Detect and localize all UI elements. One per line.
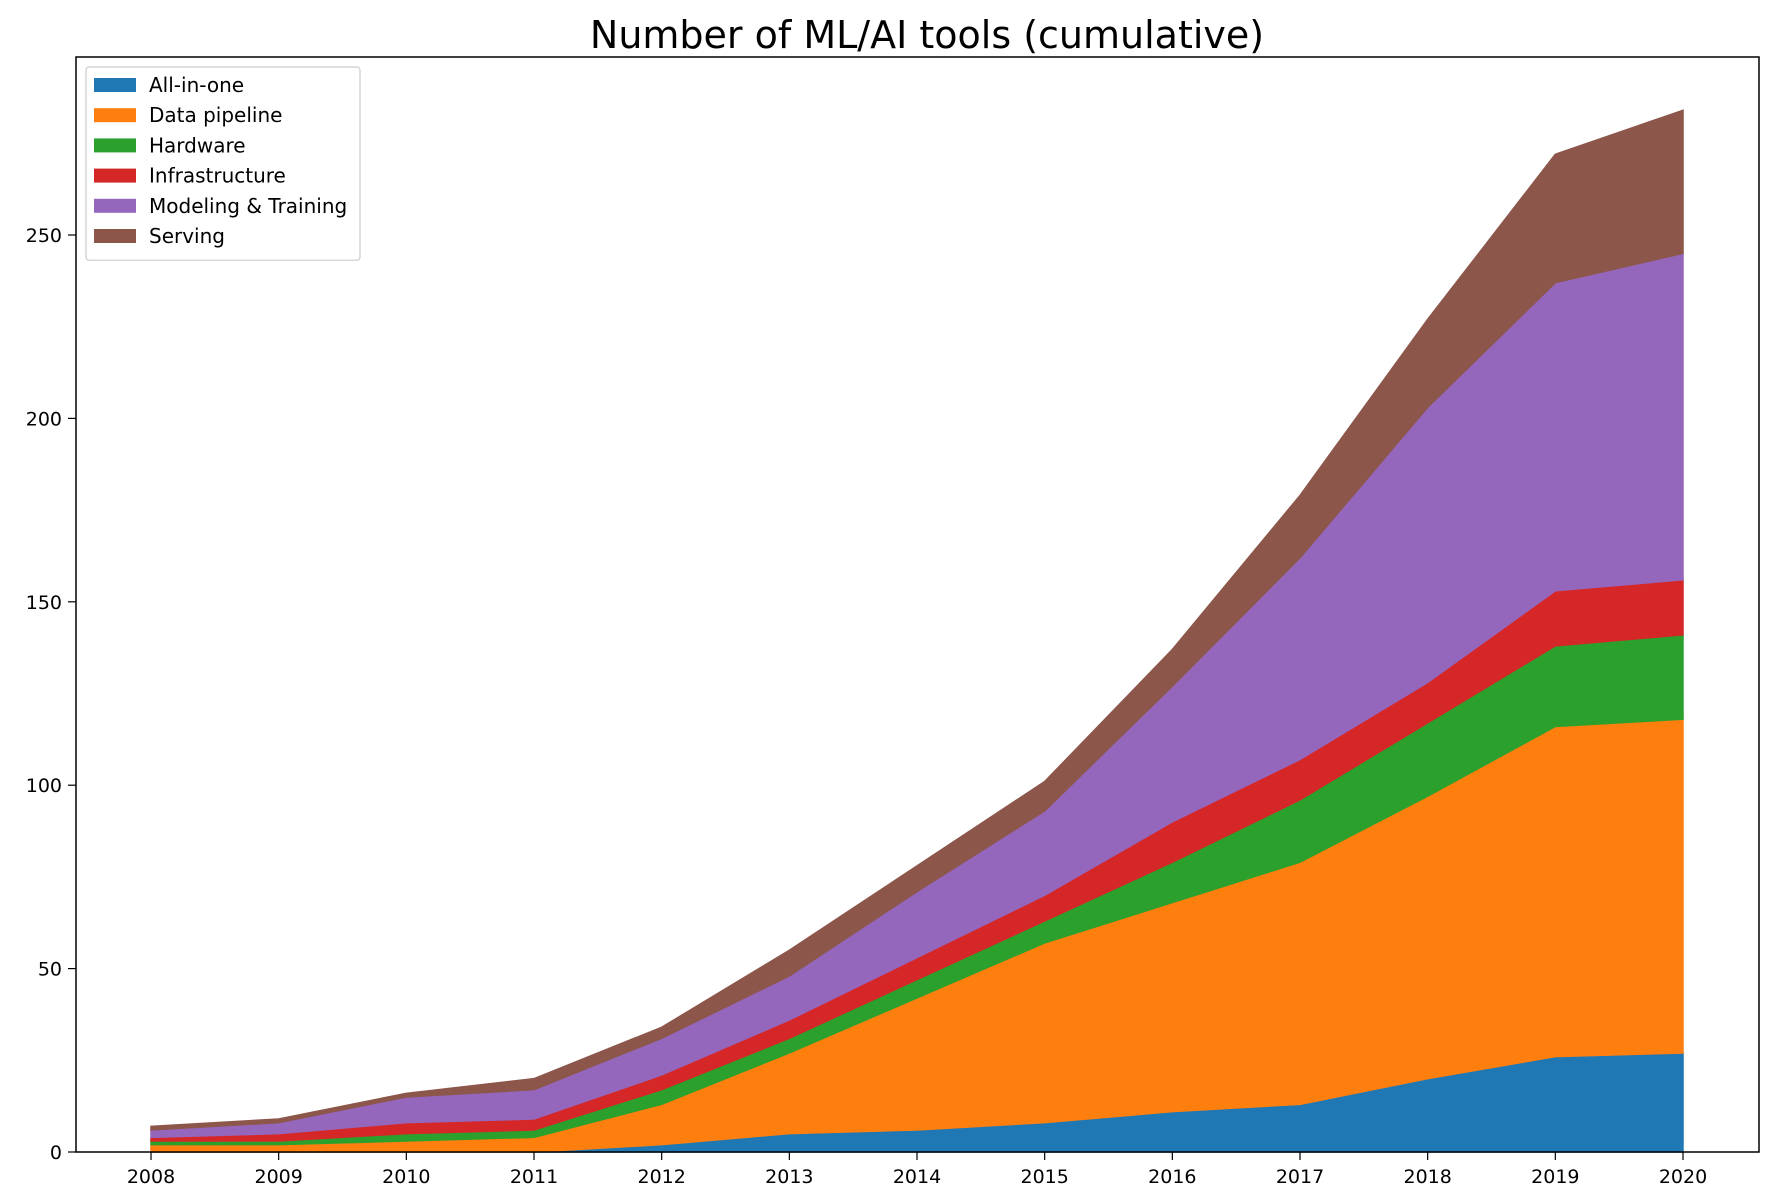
legend-swatch-hardware	[94, 138, 136, 153]
x-tick-label: 2019	[1531, 1166, 1579, 1188]
x-tick-label: 2017	[1276, 1166, 1324, 1188]
x-tick-label: 2014	[893, 1166, 941, 1188]
area-series-group	[150, 109, 1684, 1153]
legend-swatch-serving	[94, 229, 136, 243]
legend-label-modeling-and-training: Modeling & Training	[149, 194, 347, 218]
x-tick-label: 2010	[382, 1166, 430, 1188]
y-tick-label: 250	[26, 225, 62, 247]
legend-label-hardware: Hardware	[149, 133, 246, 157]
chart-title: Number of ML/AI tools (cumulative)	[590, 13, 1264, 57]
legend-label-data-pipeline: Data pipeline	[149, 103, 282, 127]
y-tick-label: 50	[38, 959, 62, 981]
x-tick-label: 2013	[765, 1166, 813, 1188]
x-tick-label: 2008	[127, 1166, 175, 1188]
area-series-serving	[150, 109, 1684, 1131]
x-tick-label: 2011	[510, 1166, 558, 1188]
legend-label-all-in-one: All-in-one	[149, 73, 244, 97]
y-tick-label: 0	[50, 1142, 62, 1164]
legend-swatch-all-in-one	[94, 78, 136, 92]
x-tick-label: 2009	[254, 1166, 302, 1188]
x-tick-label: 2018	[1403, 1166, 1451, 1188]
legend-swatch-infrastructure	[94, 168, 136, 183]
y-tick-label: 100	[26, 775, 62, 797]
legend-label-serving: Serving	[149, 224, 225, 248]
x-tick-label: 2016	[1148, 1166, 1196, 1188]
legend: All-in-one Data pipeline Hardware Infrastru…	[85, 66, 361, 261]
legend-swatch-modeling-and-training	[94, 198, 136, 213]
legend-swatch-data-pipeline	[94, 108, 136, 123]
y-tick-label: 200	[26, 408, 62, 430]
y-axis: 0 50 100 150 200 250	[26, 225, 76, 1164]
legend-frame	[85, 66, 361, 261]
y-tick-label: 150	[26, 592, 62, 614]
x-tick-label: 2015	[1020, 1166, 1068, 1188]
legend-label-infrastructure: Infrastructure	[149, 164, 286, 188]
x-tick-label: 2012	[637, 1166, 685, 1188]
x-tick-label: 2020	[1659, 1166, 1707, 1188]
x-axis: 2008 2009 2010 2011 2012 2013 2014 2015 2016 2017…	[127, 1152, 1707, 1188]
